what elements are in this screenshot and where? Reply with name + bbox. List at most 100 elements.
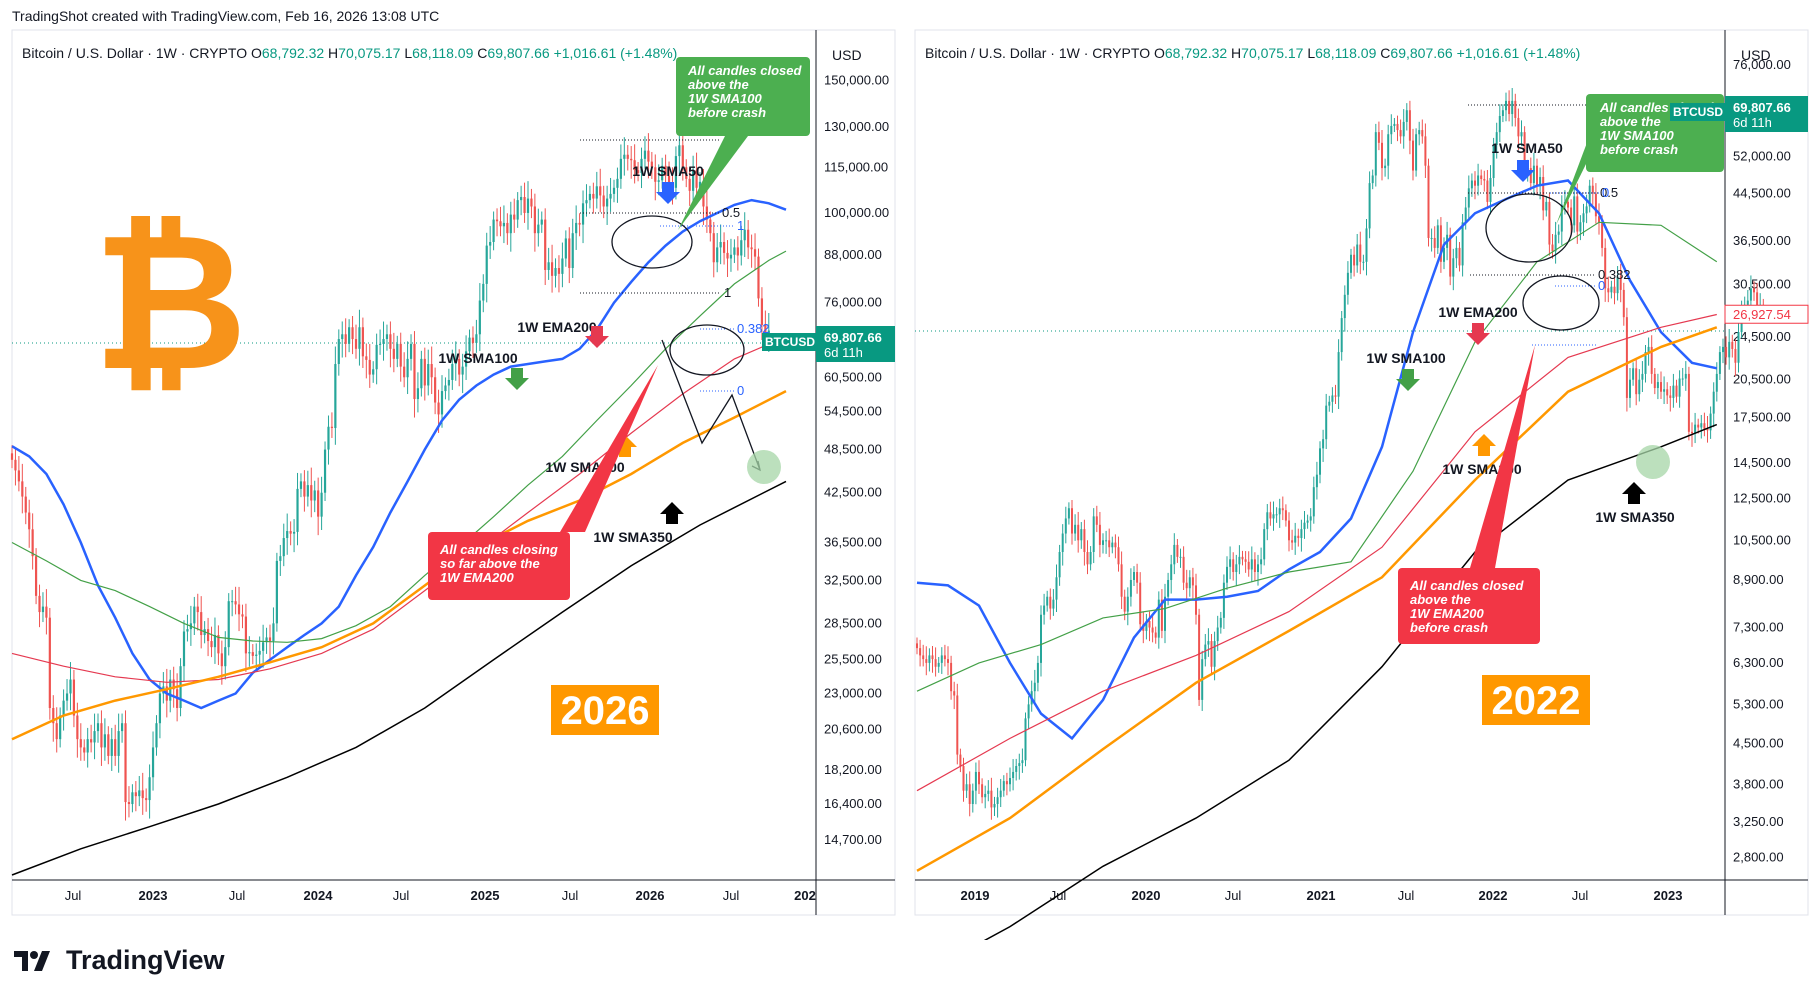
x-tick-label: 2025 [471, 888, 500, 903]
y-tick-label: 48,500.00 [824, 442, 882, 457]
candle-body [978, 771, 980, 785]
y-tick-label: 18,200.00 [824, 762, 882, 777]
candle-body [1399, 130, 1402, 137]
candle-body [28, 512, 31, 530]
candle-body [1529, 168, 1532, 184]
candle-body [468, 337, 471, 352]
candle-body [1092, 516, 1095, 553]
candle-body [612, 187, 616, 194]
candle-body [169, 679, 172, 701]
candle-body [1594, 193, 1597, 217]
candle-body [1136, 572, 1139, 583]
chart-panel-2026[interactable]: Bitcoin / U.S. Dollar · 1W · CRYPTO O68,… [10, 29, 896, 916]
candle-body [1306, 520, 1309, 523]
candle-body [1455, 247, 1458, 259]
candle-body [237, 604, 241, 615]
candle-body [1207, 641, 1210, 645]
candle-body [1123, 596, 1126, 612]
candle-body [375, 344, 378, 370]
ohlc-high-label: H [1231, 45, 1241, 61]
candle-body [606, 198, 609, 207]
candle-body [1464, 207, 1467, 223]
chart-canvas[interactable]: Bitcoin / U.S. Dollar · 1W · CRYPTO O68,… [0, 0, 1816, 940]
tradingview-logo-icon [14, 950, 50, 971]
candle-body [934, 659, 937, 667]
candle-body [1024, 718, 1027, 761]
candle-body [1753, 288, 1755, 293]
callout-text: before crash [1410, 620, 1488, 635]
ohlc-low-label: L [1307, 45, 1315, 61]
candle-body [1616, 276, 1619, 294]
candle-body [1210, 641, 1213, 667]
ohlc-low-label: L [404, 45, 412, 61]
y-tick-label: 76,000.00 [1733, 57, 1791, 72]
candle-body [1582, 213, 1585, 223]
candle-body [1653, 373, 1656, 389]
candle-body [1170, 564, 1173, 580]
tradingview-footer[interactable]: TradingView [14, 945, 225, 976]
candle-body [1545, 201, 1548, 211]
candle-body [1548, 201, 1551, 245]
candle-body [750, 247, 753, 250]
ma-annotation-label: 1W SMA50 [632, 163, 704, 179]
candle-body [31, 529, 34, 557]
ma-annotation-label: 1W SMA100 [438, 350, 518, 366]
candle-body [1694, 424, 1697, 434]
candle-body [103, 734, 106, 748]
candle-body [1737, 332, 1740, 363]
candle-body [1281, 508, 1284, 511]
candle-body [523, 197, 526, 213]
candle-body [1635, 368, 1638, 395]
candle-body [296, 488, 299, 532]
candle-body [537, 224, 540, 234]
x-tick-label: Jul [723, 888, 740, 903]
candle-body [206, 629, 210, 642]
candle-body [1601, 222, 1604, 248]
candle-body [1074, 524, 1077, 534]
candle-body [1536, 165, 1538, 186]
ma-annotation-label: 1W SMA350 [593, 529, 673, 545]
candle-body [550, 262, 554, 276]
candle-body [52, 707, 55, 724]
candle-body [526, 198, 530, 213]
y-tick-label: 32,500.00 [824, 572, 882, 587]
candle-body [117, 731, 120, 756]
candle-body [767, 330, 770, 336]
candle-body [1591, 185, 1594, 194]
candle-body [155, 723, 158, 748]
y-tick-label: 88,000.00 [824, 247, 882, 262]
callout-text: All candles closed [1409, 578, 1524, 593]
ohlc-open-label: O [251, 45, 262, 61]
candle-body [547, 262, 550, 270]
callout-text: above the [688, 77, 749, 92]
candle-body [69, 679, 72, 694]
ohlc-high-label: H [328, 45, 338, 61]
candle-body [1312, 487, 1315, 517]
candle-body [533, 206, 536, 234]
candle-body [1272, 514, 1275, 519]
candle-body [1244, 559, 1247, 562]
candle-body [1542, 176, 1545, 211]
y-tick-label: 10,500.00 [1733, 532, 1791, 547]
chart-panel-2022[interactable]: Bitcoin / U.S. Dollar · 1W · CRYPTO O68,… [914, 29, 1809, 940]
fib-level-label: 0.5 [722, 205, 740, 220]
candle-body [34, 556, 38, 596]
candle-body [1213, 641, 1216, 667]
ema200-line [11, 336, 787, 683]
ohlc-open: 68,792.32 [262, 45, 328, 61]
candle-body [616, 178, 619, 188]
candle-body [654, 167, 657, 182]
candle-body [1002, 781, 1005, 791]
candle-body [1474, 180, 1476, 186]
sma200-line [916, 326, 1718, 872]
candle-body [1151, 627, 1154, 633]
candle-body [1567, 201, 1569, 208]
candle-body [736, 247, 739, 256]
candle-body [1260, 559, 1263, 565]
candle-body [220, 653, 223, 667]
candle-body [595, 186, 598, 199]
candle-body [1359, 244, 1362, 262]
year-label-box [1482, 675, 1590, 725]
fib-level-label: 0 [1598, 278, 1605, 293]
candle-body [471, 337, 475, 343]
